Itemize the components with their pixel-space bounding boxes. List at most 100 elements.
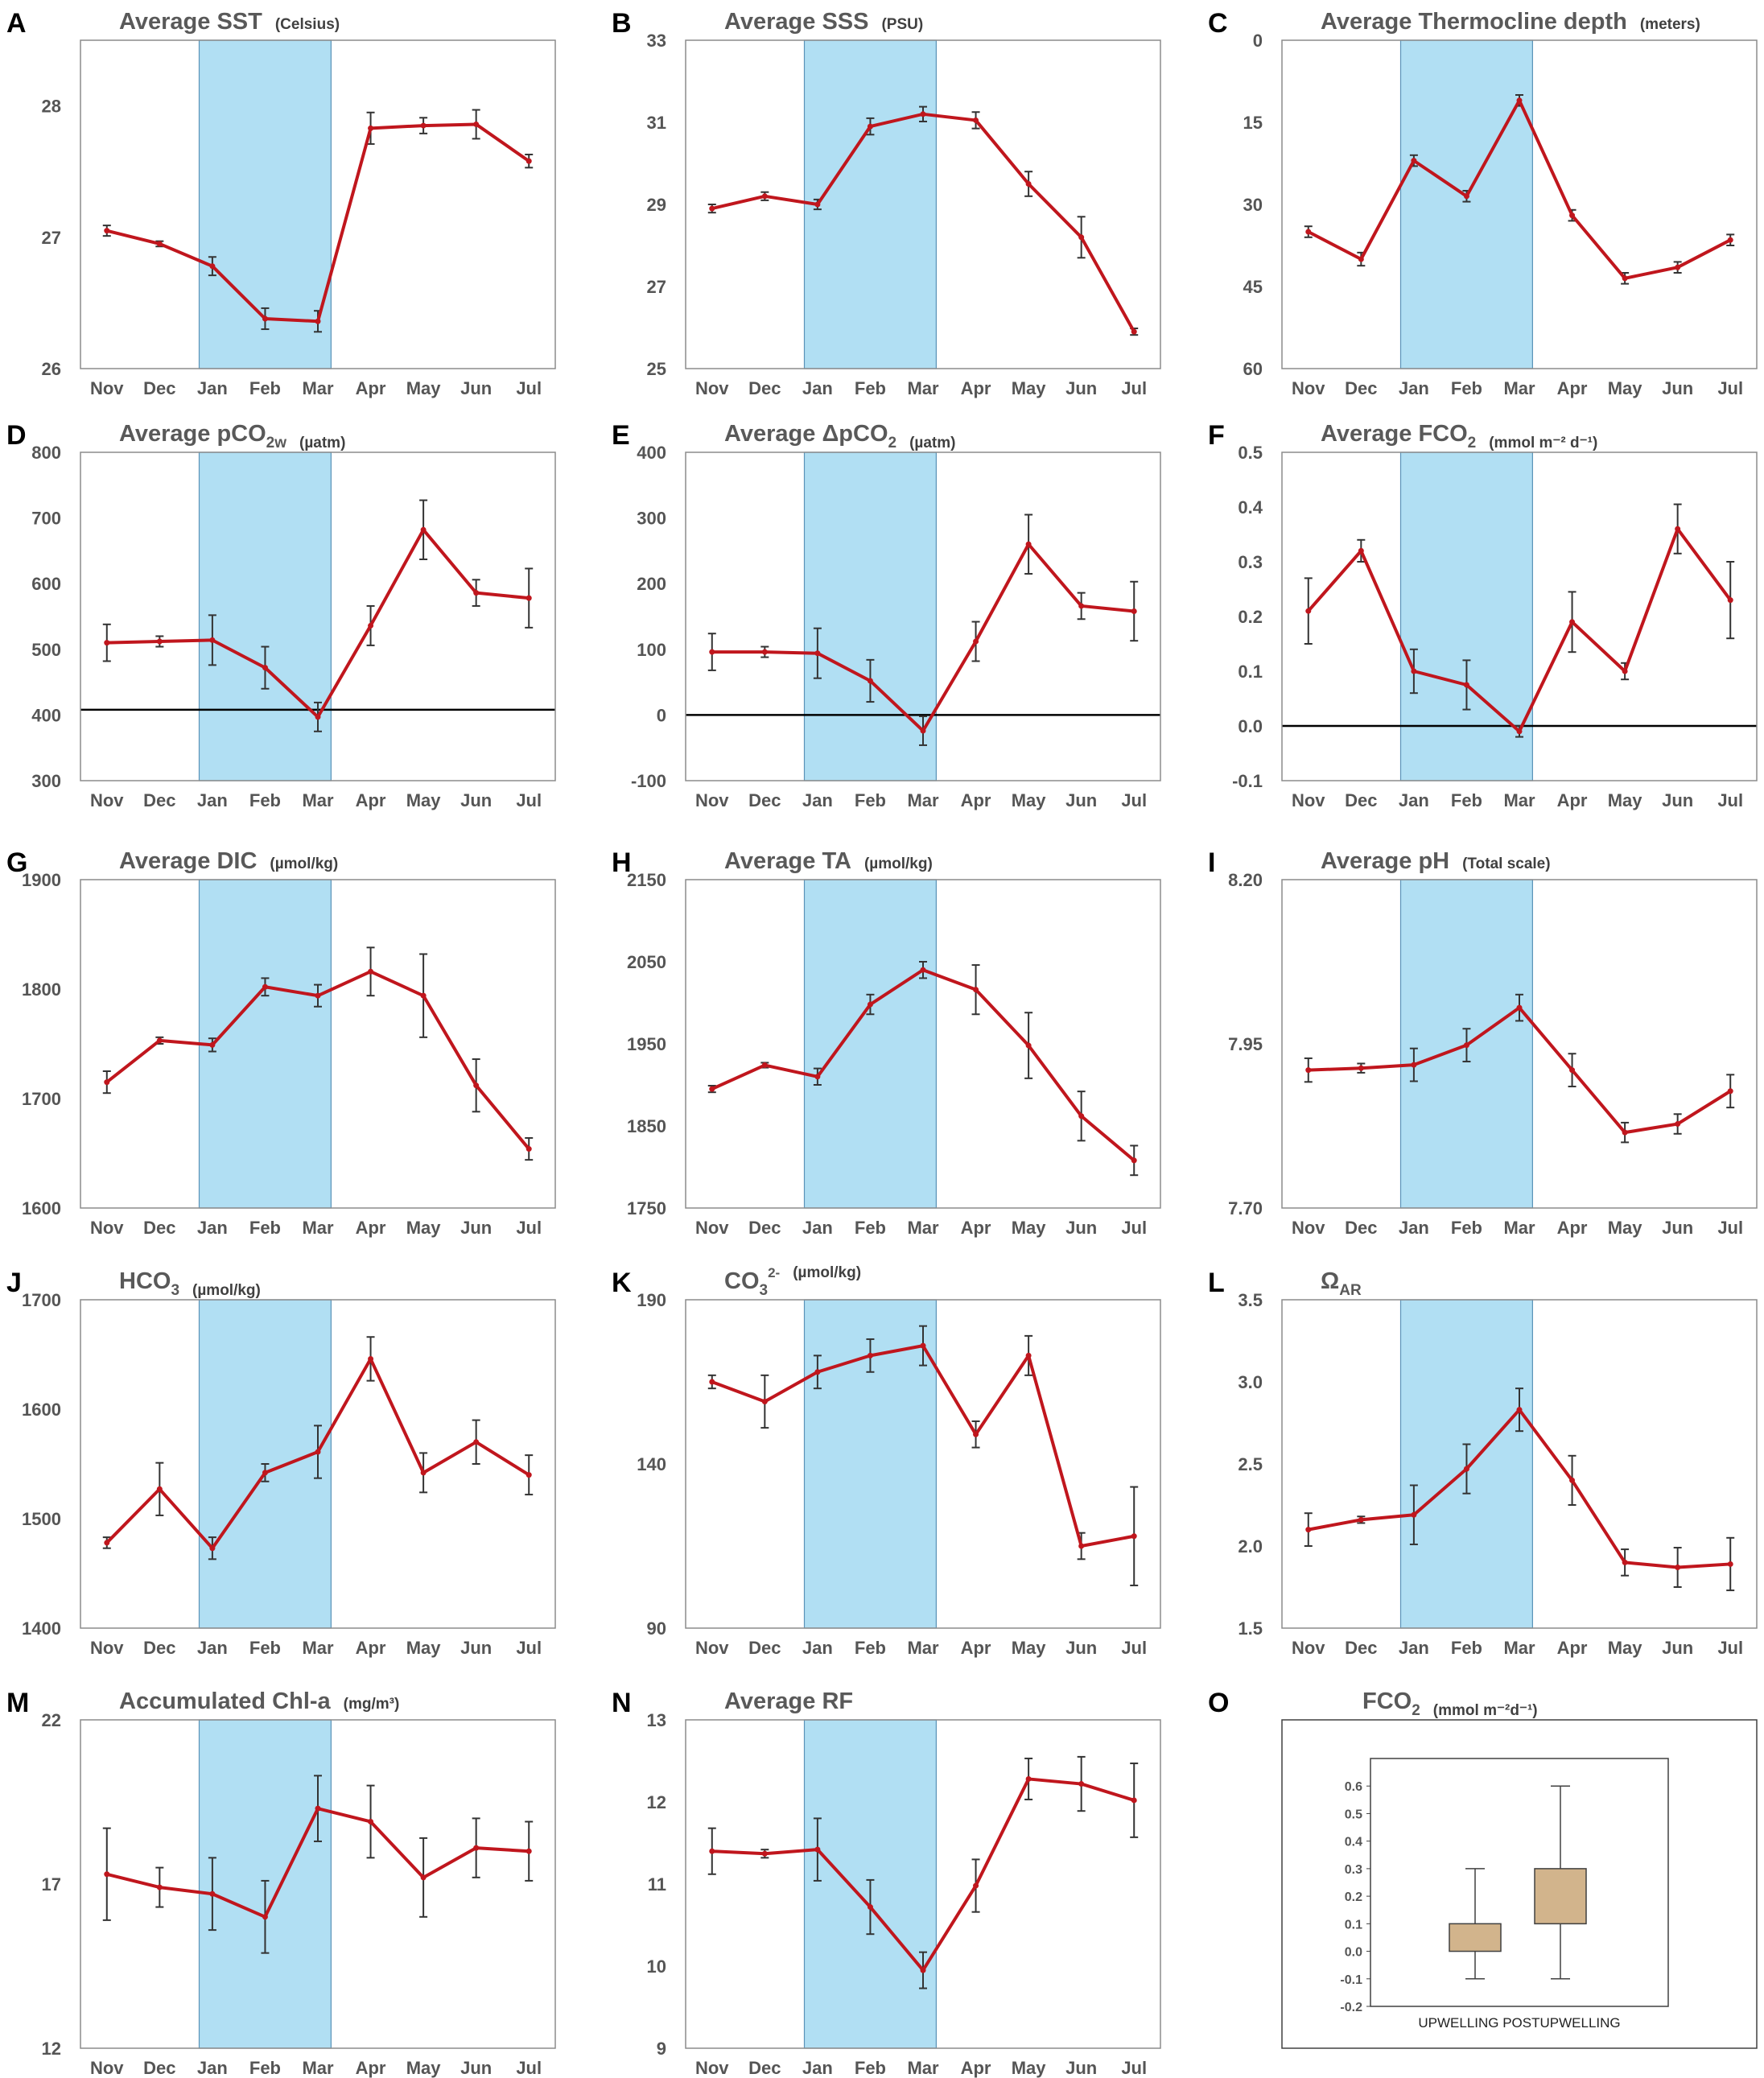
- panel-title-N: Average RF: [724, 1688, 853, 1714]
- data-point-A: [525, 158, 532, 164]
- panel-L: L 1.5 2.0 2.5 3.0 3.5 Nov Dec Jan Feb Mar Apr May Jun…: [1208, 1268, 1758, 1658]
- x-tick-label-A: Jan: [197, 378, 228, 398]
- x-tick-label-M: Feb: [249, 2058, 281, 2078]
- x-tick-label-L: Nov: [1292, 1638, 1325, 1658]
- y-tick-label-C: 45: [1243, 277, 1263, 297]
- data-point-K: [761, 1398, 768, 1404]
- y-tick-label-D: 700: [31, 509, 61, 529]
- data-point-L: [1305, 1527, 1312, 1533]
- y-tick-label-C: 15: [1243, 113, 1263, 133]
- x-tick-label-B: Mar: [907, 378, 939, 398]
- x-tick-label-G: May: [406, 1218, 442, 1238]
- data-point-G: [368, 968, 374, 975]
- x-tick-label-F: Apr: [1557, 790, 1588, 810]
- x-tick-label-A: May: [406, 378, 442, 398]
- y-tick-label-B: 27: [647, 277, 666, 297]
- upwelling-shade-G: [198, 879, 332, 1209]
- title-text-C: Average Thermocline depth: [1321, 9, 1627, 35]
- plot-frame-I: [1281, 879, 1758, 1209]
- x-axis-labels-O: UPWELLING POSTUPWELLING: [1418, 2015, 1620, 2031]
- title-subscript-K: 3: [760, 1282, 769, 1299]
- x-tick-label-J: May: [406, 1638, 442, 1658]
- plot-frame-K: [685, 1299, 1161, 1629]
- title-text-E: Average ΔpCO: [724, 421, 888, 447]
- panel-unit-K: (µmol/kg): [793, 1264, 861, 1281]
- panel-M: M 12 17 22 Nov Dec Jan Feb Mar Apr May Jun Jul Accumu…: [6, 1688, 556, 2078]
- data-point-G: [420, 992, 427, 999]
- panel-G: G 1600 1700 1800 1900 Nov Dec Jan Feb Mar Apr May Ju…: [6, 847, 556, 1238]
- data-point-N: [973, 1882, 979, 1889]
- data-point-D: [104, 640, 110, 646]
- x-tick-label-L: Apr: [1557, 1638, 1588, 1658]
- upwelling-shade-C: [1399, 39, 1533, 369]
- data-point-E: [920, 728, 926, 734]
- data-point-H: [1025, 1042, 1032, 1049]
- y-tick-label-G: 1900: [22, 870, 61, 890]
- data-point-B: [920, 111, 926, 118]
- x-tick-label-E: Jan: [802, 790, 833, 810]
- title-text-A: Average SST: [119, 9, 262, 35]
- y-tick-label-E: 0: [657, 705, 666, 725]
- upwelling-shade-D: [198, 451, 332, 781]
- data-point-M: [368, 1818, 374, 1824]
- data-point-J: [315, 1449, 321, 1455]
- data-point-J: [368, 1355, 374, 1362]
- data-point-L: [1727, 1561, 1733, 1567]
- y-tick-label-H: 2050: [627, 952, 666, 972]
- box-upwelling: [1449, 1923, 1502, 1952]
- panel-letter-G: G: [6, 847, 27, 878]
- data-point-M: [473, 1845, 480, 1851]
- data-point-C: [1463, 193, 1469, 200]
- upwelling-shade-B: [803, 39, 937, 369]
- x-tick-label-H: Dec: [748, 1218, 781, 1238]
- y-tick-label-E: 200: [637, 574, 666, 594]
- x-tick-label-L: Feb: [1451, 1638, 1482, 1658]
- y-tick-label-N: 11: [648, 1874, 666, 1895]
- x-tick-label-F: Mar: [1503, 790, 1535, 810]
- x-tick-label-L: May: [1608, 1638, 1643, 1658]
- x-tick-label-K: Jan: [802, 1638, 833, 1658]
- x-tick-label-B: Jun: [1065, 378, 1097, 398]
- data-point-M: [315, 1805, 321, 1812]
- data-point-J: [473, 1439, 480, 1445]
- panel-letter-K: K: [612, 1268, 632, 1298]
- data-point-E: [709, 649, 715, 655]
- title-subscript-J: 3: [171, 1282, 179, 1299]
- data-point-I: [1358, 1065, 1364, 1071]
- y-tick-label-E: 100: [637, 640, 666, 660]
- data-point-M: [262, 1914, 268, 1920]
- y-tick-label-B: 29: [647, 195, 666, 215]
- data-point-G: [315, 992, 321, 999]
- y-tick-label-J: 1700: [22, 1290, 61, 1310]
- data-point-A: [209, 263, 216, 270]
- panel-F: F -0.1 0.0 0.1 0.2 0.3 0.4 0.5 Nov Dec Jan Feb Mar Ap…: [1208, 420, 1758, 810]
- panel-unit-F: (mmol m⁻² d⁻¹): [1489, 435, 1597, 451]
- x-tick-label-E: Jul: [1121, 790, 1147, 810]
- data-point-C: [1569, 212, 1576, 219]
- x-tick-label-N: Jan: [802, 2058, 833, 2078]
- data-point-N: [1131, 1797, 1137, 1804]
- y-tick-label-G: 1800: [22, 979, 61, 1000]
- title-superscript-K: 2-: [768, 1265, 780, 1280]
- panel-letter-H: H: [612, 847, 632, 878]
- y-tick-label-M: 22: [42, 1710, 61, 1730]
- panel-unit-A: (Celsius): [275, 16, 340, 33]
- data-point-L: [1622, 1559, 1628, 1565]
- panel-K: K 90 140 190 Nov Dec Jan Feb Mar Apr May Jun Jul CO3 2…: [612, 1264, 1161, 1658]
- y-tick-label-B: 31: [647, 113, 666, 133]
- data-point-L: [1358, 1516, 1364, 1523]
- panel-letter-C: C: [1208, 8, 1228, 39]
- title-subscript-D: 2w: [266, 435, 287, 451]
- x-tick-label-H: Jun: [1065, 1218, 1097, 1238]
- data-point-I: [1569, 1067, 1576, 1074]
- x-tick-label-D: May: [406, 790, 442, 810]
- x-tick-label-L: Dec: [1345, 1638, 1377, 1658]
- data-point-K: [920, 1342, 926, 1349]
- y-tick-label-M: 17: [42, 1874, 61, 1895]
- y-tick-label-D: 400: [31, 705, 61, 725]
- y-tick-label-G: 1700: [22, 1089, 61, 1109]
- data-point-F: [1622, 668, 1628, 674]
- y-tick-label-J: 1500: [22, 1509, 61, 1529]
- data-point-L: [1516, 1407, 1523, 1413]
